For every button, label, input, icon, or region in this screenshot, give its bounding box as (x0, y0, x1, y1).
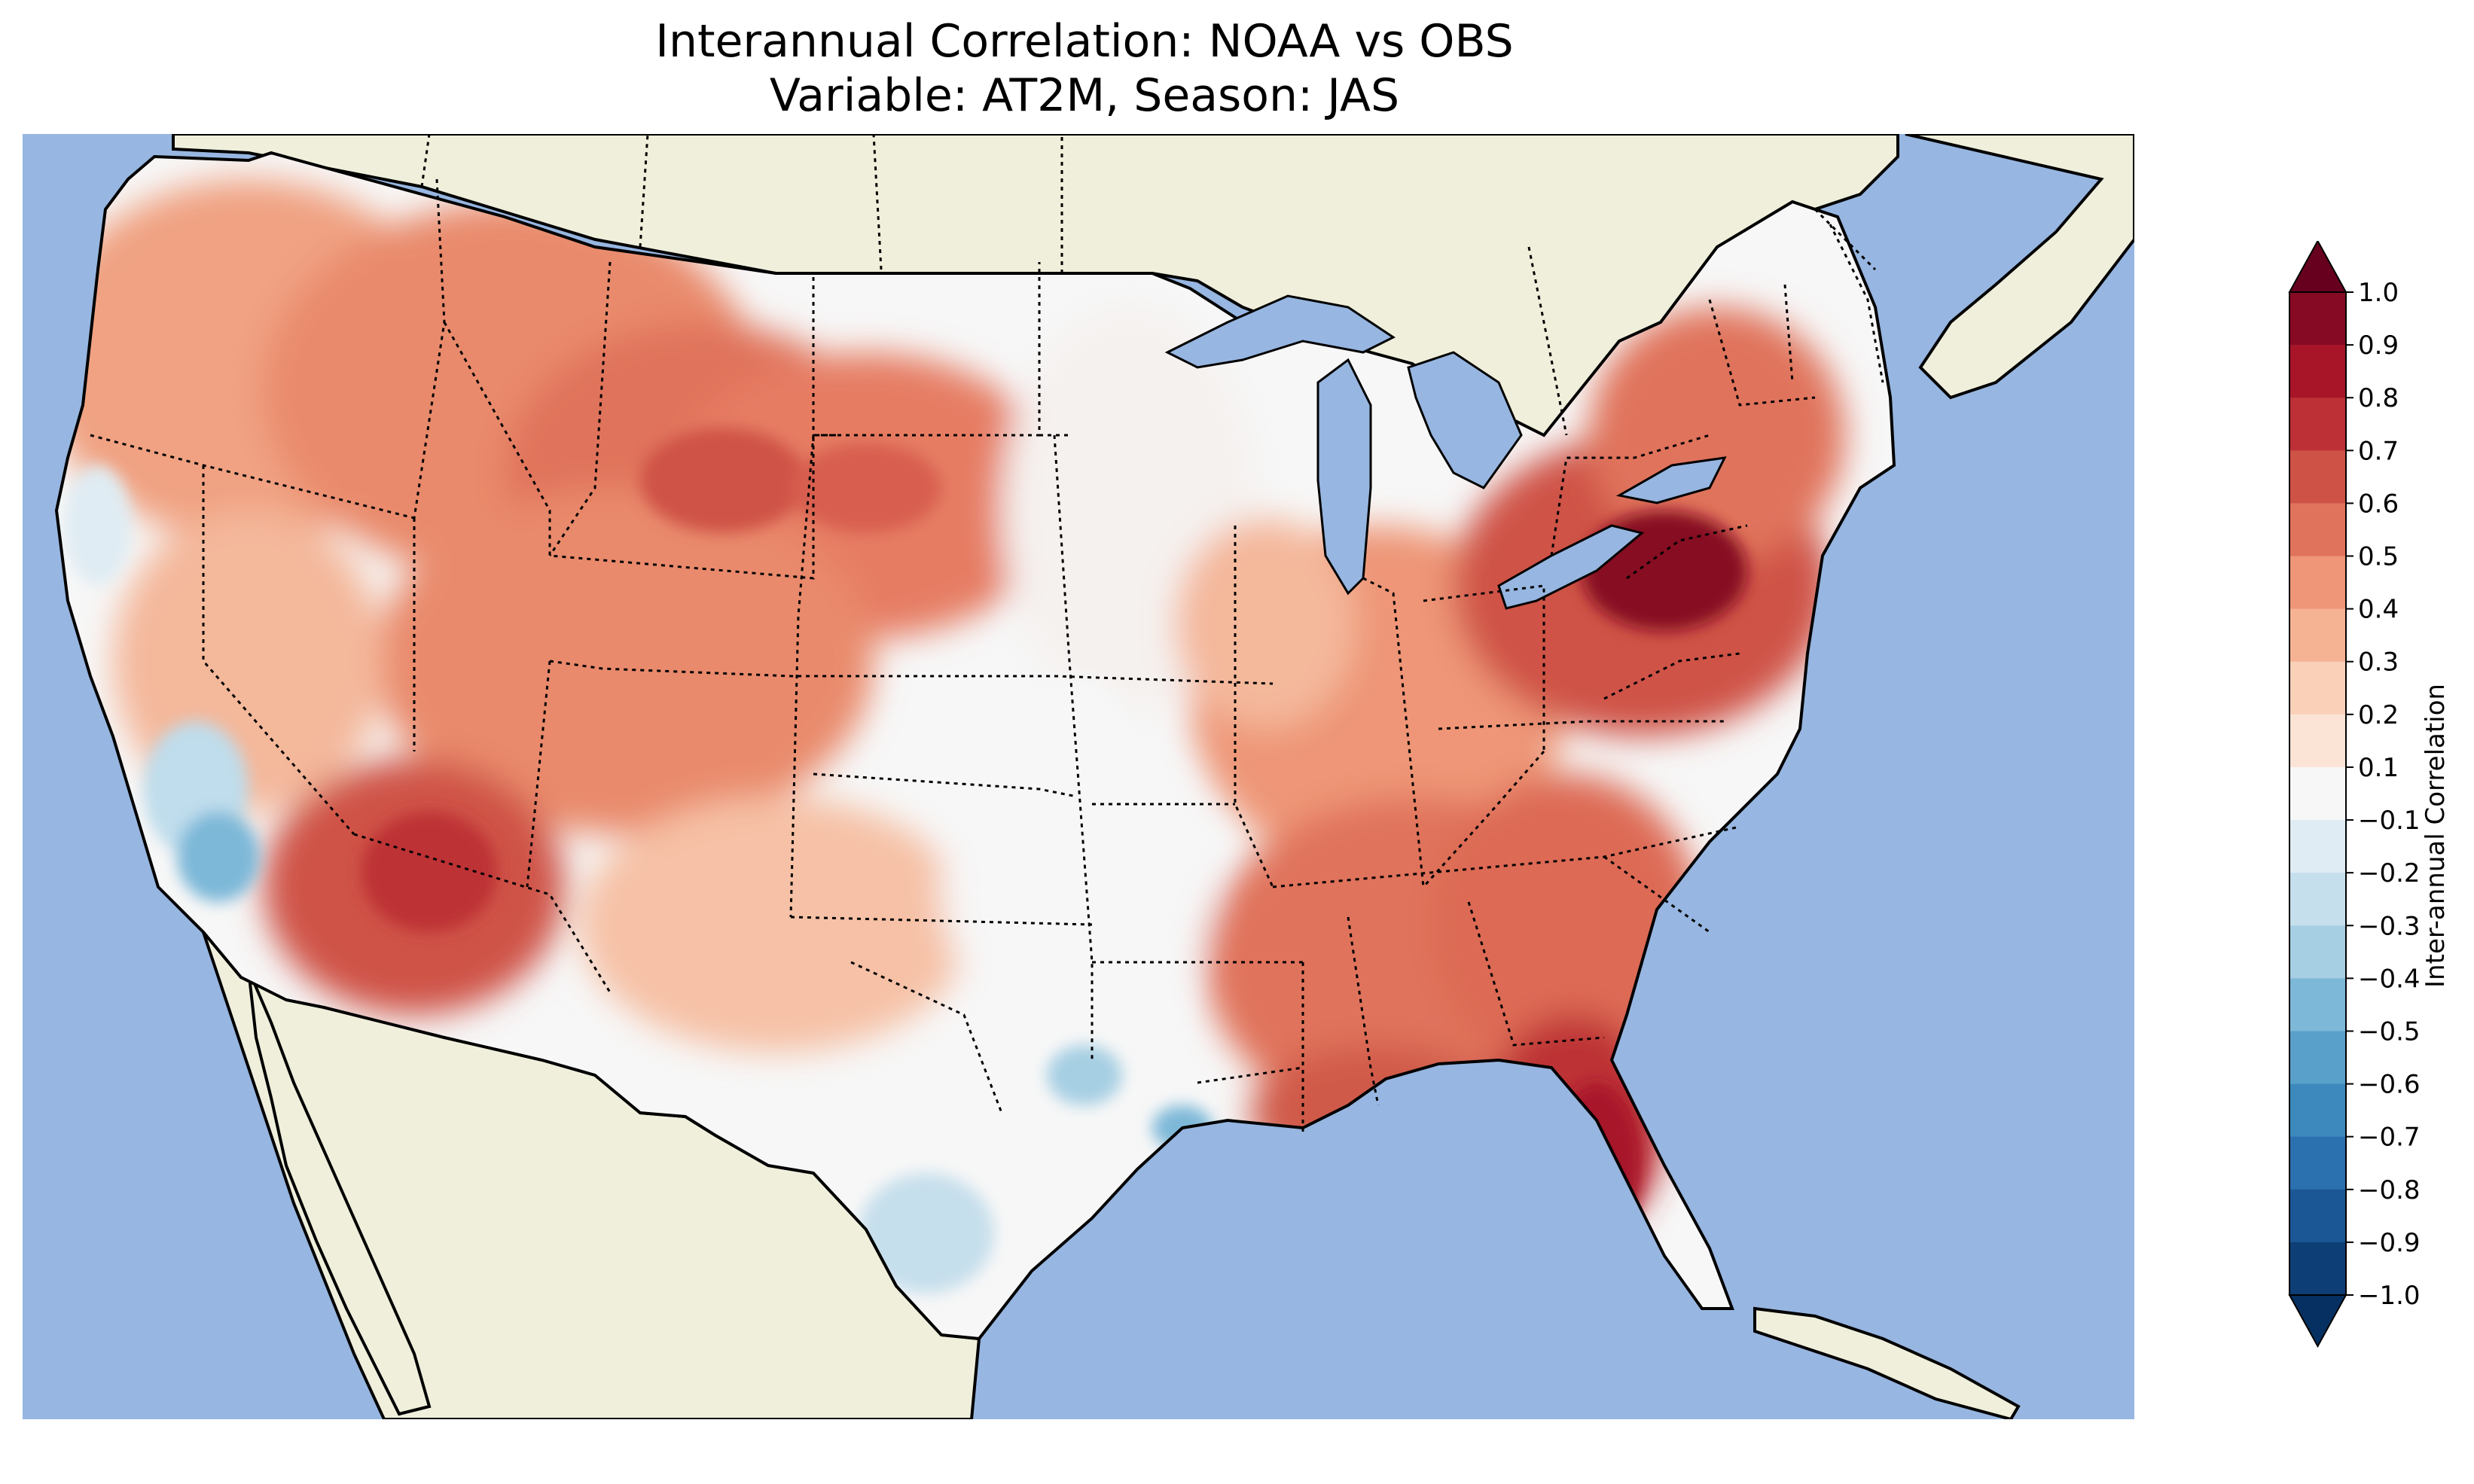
colorbar-swatch (2289, 714, 2346, 768)
colorbar-tick-label: 0.8 (2358, 383, 2399, 413)
province-borders (420, 134, 1877, 436)
colorbar-title: Inter-annual Correlation (2421, 684, 2451, 988)
colorbar-tick-label: −0.6 (2358, 1070, 2421, 1100)
colorbar-swatch (2289, 1031, 2346, 1085)
colorbar-swatch (2289, 1136, 2346, 1190)
colorbar-tick-label: −0.5 (2358, 1016, 2421, 1047)
colorbar: 1.0 0.9 0.8 0.7 0.6 0.5 0.4 0.3 0.2 0.1 −0.1 −0.2 −0… (2288, 241, 2451, 1348)
colorbar-tick-label: −0.4 (2358, 964, 2421, 994)
great-lakes (1164, 294, 1727, 610)
colorbar-frame (2289, 291, 2347, 1296)
colorbar-swatch (2289, 1242, 2346, 1296)
colorbar-tick-label: 1.0 (2358, 278, 2399, 308)
colorbar-min-extend (2288, 1294, 2347, 1348)
colorbar-ticks: 1.0 0.9 0.8 0.7 0.6 0.5 0.4 0.3 0.2 0.1 −0.1 −0.2 −0… (2346, 278, 2421, 1311)
colorbar-tick-label: −0.3 (2358, 911, 2421, 941)
colorbar-swatch (2289, 978, 2346, 1031)
colorbar-swatch (2289, 450, 2346, 504)
colorbar-swatch (2289, 766, 2346, 821)
colorbar-swatch (2289, 661, 2346, 715)
colorbar-tick-label: 0.2 (2358, 700, 2399, 730)
colorbar-tick-label: −0.1 (2358, 806, 2421, 836)
colorbar-tick-label: −0.9 (2358, 1228, 2421, 1258)
colorbar-tick-label: 0.5 (2358, 542, 2399, 572)
map-subtitle: Variable: AT2M, Season: JAS (769, 69, 1400, 122)
correlation-map (23, 134, 2134, 1419)
colorbar-tick-label: 0.6 (2358, 489, 2399, 519)
state-borders (90, 178, 1884, 1135)
colorbar-max-extend (2288, 241, 2347, 293)
cuba-island (1753, 1306, 2021, 1419)
maritimes-landmass (1905, 134, 2134, 400)
baja-peninsula (247, 969, 432, 1416)
colorbar-tick-label: 0.4 (2358, 595, 2399, 625)
colorbar-swatches (2288, 241, 2347, 1348)
colorbar-tick-label: 0.3 (2358, 648, 2399, 678)
map-title: Interannual Correlation: NOAA vs OBS (655, 15, 1514, 68)
colorbar-tick-label: 0.7 (2358, 436, 2399, 466)
colorbar-tick-label: −0.2 (2358, 858, 2421, 888)
colorbar-swatch (2289, 820, 2346, 873)
colorbar-swatch (2289, 345, 2346, 398)
colorbar-swatch (2289, 1083, 2346, 1138)
colorbar-swatch (2289, 503, 2346, 557)
colorbar-swatch (2289, 1189, 2346, 1243)
colorbar-tick-label: −1.0 (2358, 1281, 2421, 1311)
colorbar-swatch (2289, 556, 2346, 610)
colorbar-swatch (2289, 925, 2346, 979)
colorbar-swatch (2289, 873, 2346, 926)
colorbar-swatch (2289, 398, 2346, 451)
colorbar-swatch (2289, 292, 2346, 346)
colorbar-tick-label: −0.8 (2358, 1175, 2421, 1205)
colorbar-tick-label: 0.9 (2358, 331, 2399, 361)
colorbar-tick-label: 0.1 (2358, 753, 2399, 783)
colorbar-tick-label: −0.7 (2358, 1123, 2421, 1153)
colorbar-swatch (2289, 608, 2346, 663)
